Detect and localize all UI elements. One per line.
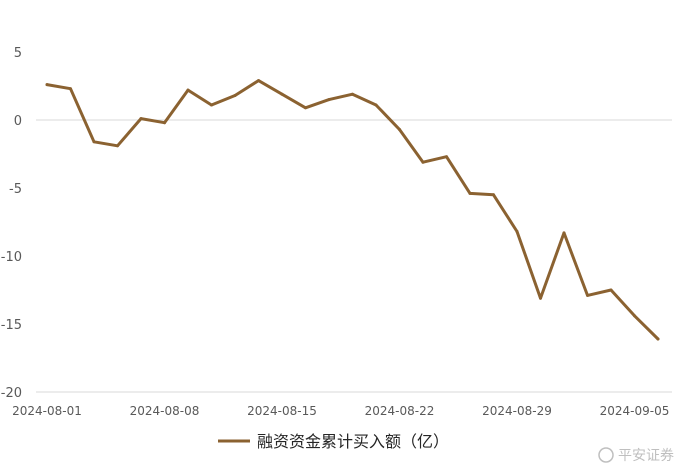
data-point [69, 87, 72, 91]
y-tick-label: -20 [1, 386, 22, 401]
x-tick-label: 2024-08-01 [12, 404, 82, 418]
data-point [163, 121, 166, 125]
y-tick-label: 0 [14, 114, 22, 129]
data-point [656, 337, 660, 341]
weibo-icon [598, 447, 614, 463]
y-tick-label: -10 [1, 250, 22, 265]
data-point [186, 88, 190, 92]
watermark-text: 平安证券 [618, 448, 674, 464]
y-tick-label: 5 [14, 46, 22, 61]
data-point [92, 140, 96, 144]
data-point [445, 155, 448, 159]
data-point [280, 92, 284, 96]
data-point [539, 296, 542, 300]
data-point [468, 191, 472, 195]
x-tick-label: 2024-08-15 [247, 404, 317, 418]
data-point [492, 193, 495, 197]
x-tick-label: 2024-08-29 [482, 404, 552, 418]
y-tick-label: -15 [1, 318, 22, 333]
series-points [45, 79, 660, 341]
legend: 融资资金累计买入额（亿） [218, 432, 449, 451]
x-tick-label: 2024-08-22 [365, 404, 435, 418]
data-point [45, 83, 49, 87]
data-point [398, 128, 401, 131]
data-point [257, 79, 260, 83]
data-point [351, 92, 354, 96]
watermark: 平安证券 [598, 447, 674, 464]
data-point [633, 314, 636, 318]
legend-label: 融资资金累计买入额（亿） [257, 432, 449, 451]
data-point [327, 98, 331, 102]
data-point [210, 103, 213, 107]
data-point [139, 117, 143, 121]
data-point [421, 160, 425, 164]
data-point [562, 231, 566, 235]
x-tick-label: 2024-08-08 [130, 404, 200, 418]
data-point [515, 230, 519, 233]
data-point [586, 293, 589, 297]
x-axis: 2024-08-01 2024-08-08 2024-08-15 2024-08-22… [12, 404, 669, 418]
data-point [609, 288, 613, 292]
y-axis: 5 0 -5 -10 -15 -20 [1, 46, 22, 401]
data-point [374, 103, 378, 107]
y-tick-label: -5 [9, 182, 22, 197]
data-point [233, 94, 237, 97]
x-tick-label: 2024-09-05 [600, 404, 670, 418]
series-line [45, 79, 660, 341]
data-point [116, 144, 119, 148]
data-point [304, 106, 307, 110]
